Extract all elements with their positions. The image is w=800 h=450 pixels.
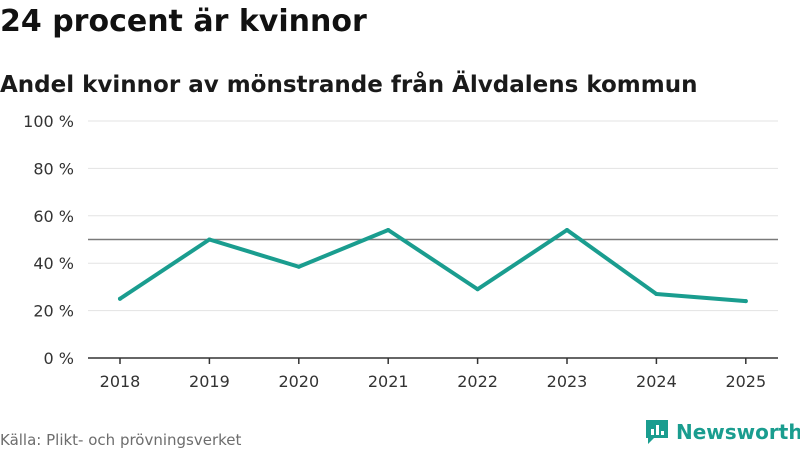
data-point — [296, 264, 301, 269]
x-tick-label: 2019 — [189, 372, 230, 391]
data-point — [565, 228, 569, 233]
x-tick-label: 2024 — [636, 372, 677, 391]
data-point — [743, 299, 748, 304]
source-note: Källa: Plikt- och prövningsverket — [0, 431, 242, 449]
x-tick-label: 2020 — [278, 372, 319, 391]
bar-chart-logo-icon — [646, 420, 668, 444]
chart-subtitle: Andel kvinnor av mönstrande från Älvdale… — [0, 72, 698, 98]
x-tick-label: 2023 — [547, 372, 588, 391]
x-tick-label: 2025 — [725, 372, 766, 391]
x-tick-label: 2022 — [457, 372, 498, 391]
y-tick-label: 100 % — [23, 112, 74, 131]
data-point — [386, 228, 391, 233]
chart-title: 24 procent är kvinnor — [0, 4, 367, 39]
data-point — [654, 292, 659, 297]
data-point — [118, 296, 122, 301]
x-tick-label: 2021 — [368, 372, 409, 391]
y-tick-label: 0 % — [44, 349, 74, 368]
y-tick-label: 40 % — [33, 254, 74, 273]
data-point — [475, 287, 480, 292]
x-tick-label: 2018 — [100, 372, 141, 391]
y-tick-label: 80 % — [33, 159, 74, 178]
brand-name: Newsworthy — [676, 420, 800, 444]
brand-logo: Newsworthy — [644, 418, 800, 446]
y-tick-label: 20 % — [33, 302, 74, 321]
y-tick-label: 60 % — [33, 207, 74, 226]
series-line — [118, 228, 748, 304]
data-point — [207, 237, 212, 242]
